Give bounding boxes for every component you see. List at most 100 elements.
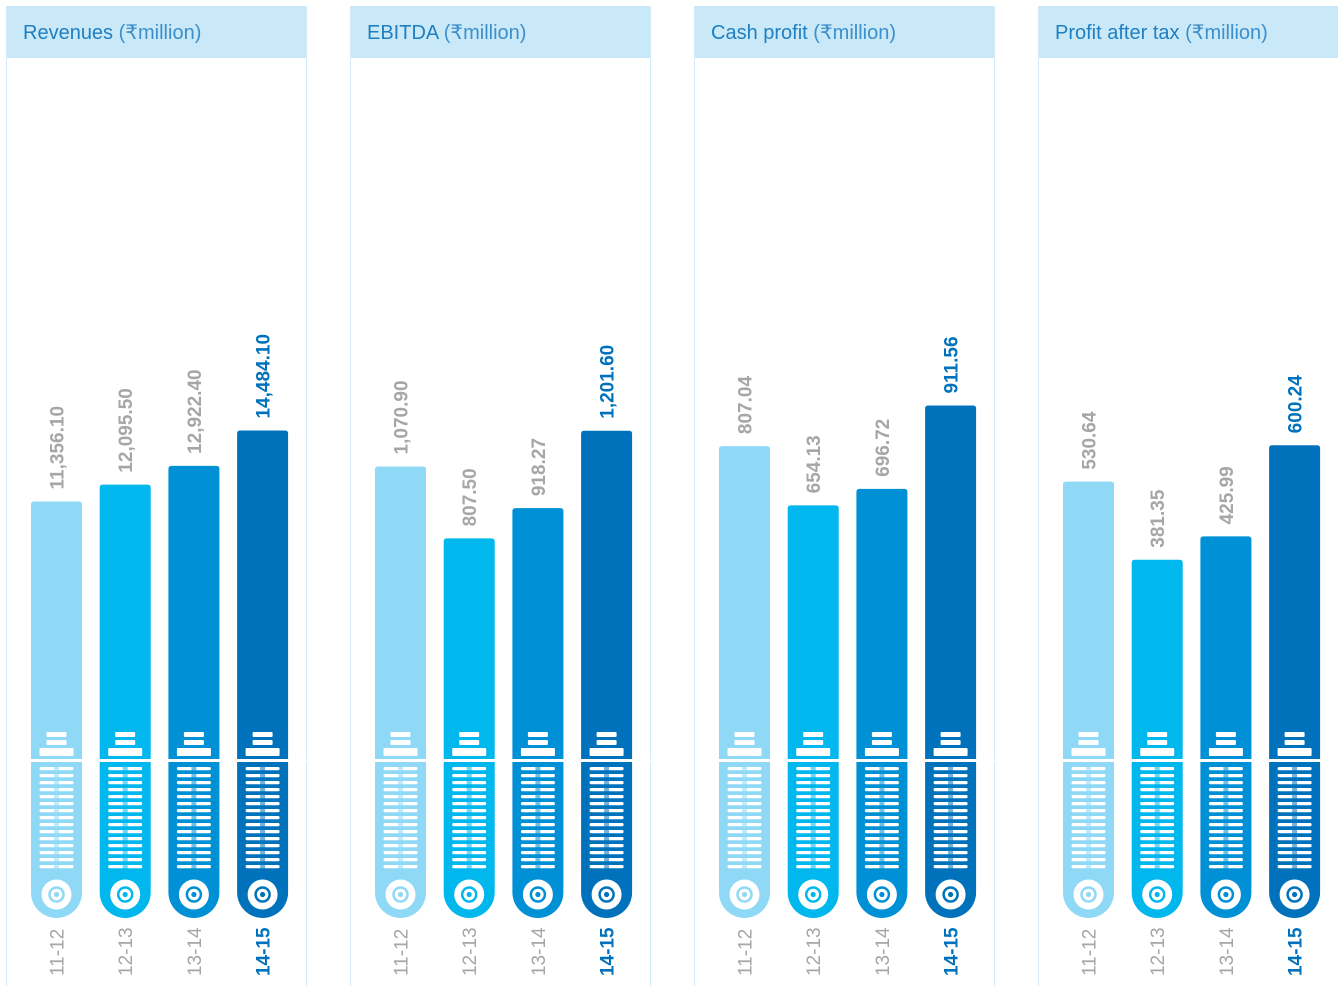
chart-panel-ebitda: EBITDA (₹million) 1,070.90 11-12 807.50 12-… [350,6,652,986]
bar-value-label: 11,356.10 [48,406,69,489]
chart-header: Revenues (₹million) [7,6,306,58]
bar [1200,536,1252,759]
bar-value-label: 1,201.60 [598,345,619,419]
bar-group: 425.99 13-14 [1200,466,1252,976]
bar-group: 11,356.10 11-12 [31,406,82,976]
screw-icon [452,732,487,910]
category-label: 14-15 [598,927,619,976]
category-label: 13-14 [529,927,550,976]
chart-header: Profit after tax (₹million) [1039,6,1338,58]
chart-unit: (₹million) [443,22,527,44]
bar-group: 12,095.50 12-13 [99,388,151,976]
category-label: 13-14 [1217,927,1238,976]
bar-value-label: 1,070.90 [392,380,413,454]
category-label: 11-12 [48,929,69,976]
category-label: 12-13 [116,927,137,976]
screw-icon [108,732,143,910]
bar [925,405,977,759]
bar [168,465,220,759]
category-label: 13-14 [873,927,894,976]
chart-title: Revenues [23,22,114,44]
screw-icon [520,732,555,910]
bar-value-label: 12,922.40 [185,369,206,454]
screw-icon [176,732,211,910]
bar [31,501,82,759]
category-label: 14-15 [254,927,275,976]
bar-value-label: 600.24 [1286,375,1307,434]
bar-value-label: 12,095.50 [116,388,137,473]
bar-value-label: 425.99 [1217,466,1238,524]
screw-icon [864,732,899,910]
bar-group: 600.24 14-15 [1269,375,1321,976]
bar [856,488,908,759]
bar-value-label: 654.13 [804,435,825,493]
category-label: 12-13 [460,927,481,976]
bar-value-label: 530.64 [1080,411,1101,470]
bar-group: 654.13 12-13 [787,435,839,976]
bar-group: 918.27 13-14 [512,438,564,976]
bar [443,538,495,759]
screw-icon [796,732,831,910]
category-label: 14-15 [942,927,963,976]
category-label: 11-12 [1080,929,1101,976]
chart-plot: 530.64 11-12 381.35 12-13 425.99 13-14 600.24 1… [1039,375,1338,976]
chart-header: Cash profit (₹million) [695,6,994,58]
screw-icon [39,732,74,910]
bar-value-label: 807.50 [460,468,481,526]
chart-title: Cash profit [711,22,808,44]
chart-unit: (₹million) [1185,22,1268,44]
bar-group: 807.04 11-12 [719,376,770,976]
category-label: 11-12 [392,929,413,976]
bar-value-label: 14,484.10 [254,334,275,419]
bar-group: 530.64 11-12 [1063,411,1114,976]
bar [719,446,770,759]
bar [237,430,289,759]
bar-value-label: 381.35 [1148,489,1169,548]
chart-plot: 11,356.10 11-12 12,095.50 12-13 12,922.40 13-… [7,334,308,976]
screw-icon [727,732,762,910]
bar [787,505,839,759]
chart-title: Profit after tax [1055,22,1180,44]
bar [1269,445,1321,759]
bar-group: 1,070.90 11-12 [375,380,426,976]
category-label: 13-14 [185,927,206,976]
chart-header: EBITDA (₹million) [351,6,650,58]
bar [99,484,151,759]
screw-icon [1140,732,1175,910]
bar [1063,481,1114,759]
bar-group: 14,484.10 14-15 [237,334,289,976]
bar-group: 12,922.40 13-14 [168,369,220,976]
bar-group: 381.35 12-13 [1131,489,1183,976]
screw-icon [383,732,418,910]
screw-icon [1208,732,1243,910]
bar-group: 807.50 12-13 [443,468,495,976]
bar-value-label: 807.04 [736,376,757,435]
chart-panel-revenues: Revenues (₹million) 11,356.10 11-12 12,095… [6,6,308,986]
bar-group: 911.56 14-15 [925,336,977,976]
bar-group: 696.72 13-14 [856,419,908,976]
screw-icon [589,732,624,910]
chart-plot: 807.04 11-12 654.13 12-13 696.72 13-14 911.56 1… [695,336,996,976]
bar-value-label: 911.56 [942,336,963,393]
bar [1131,559,1183,759]
screw-icon [933,732,968,910]
category-label: 12-13 [1148,927,1169,976]
screw-icon [1071,732,1106,910]
chart-plot: 1,070.90 11-12 807.50 12-13 918.27 13-14 1,201… [351,345,652,976]
bar-group: 1,201.60 14-15 [581,345,633,976]
bar-value-label: 918.27 [529,438,550,496]
chart-unit: (₹million) [118,22,202,44]
category-label: 12-13 [804,927,825,976]
chart-title: EBITDA [367,22,439,44]
chart-panel-cash-profit: Cash profit (₹million) 807.04 11-12 654.13… [694,6,996,986]
chart-panel-profit-after-tax: Profit after tax (₹million) 530.64 11-12 3… [1038,6,1338,986]
screw-icon [245,732,280,910]
bar [512,508,564,759]
category-label: 14-15 [1286,927,1307,976]
category-label: 11-12 [736,929,757,976]
bar [581,430,633,759]
bar [375,466,426,759]
chart-unit: (₹million) [813,22,897,44]
screw-icon [1277,732,1312,910]
bar-value-label: 696.72 [873,419,894,477]
